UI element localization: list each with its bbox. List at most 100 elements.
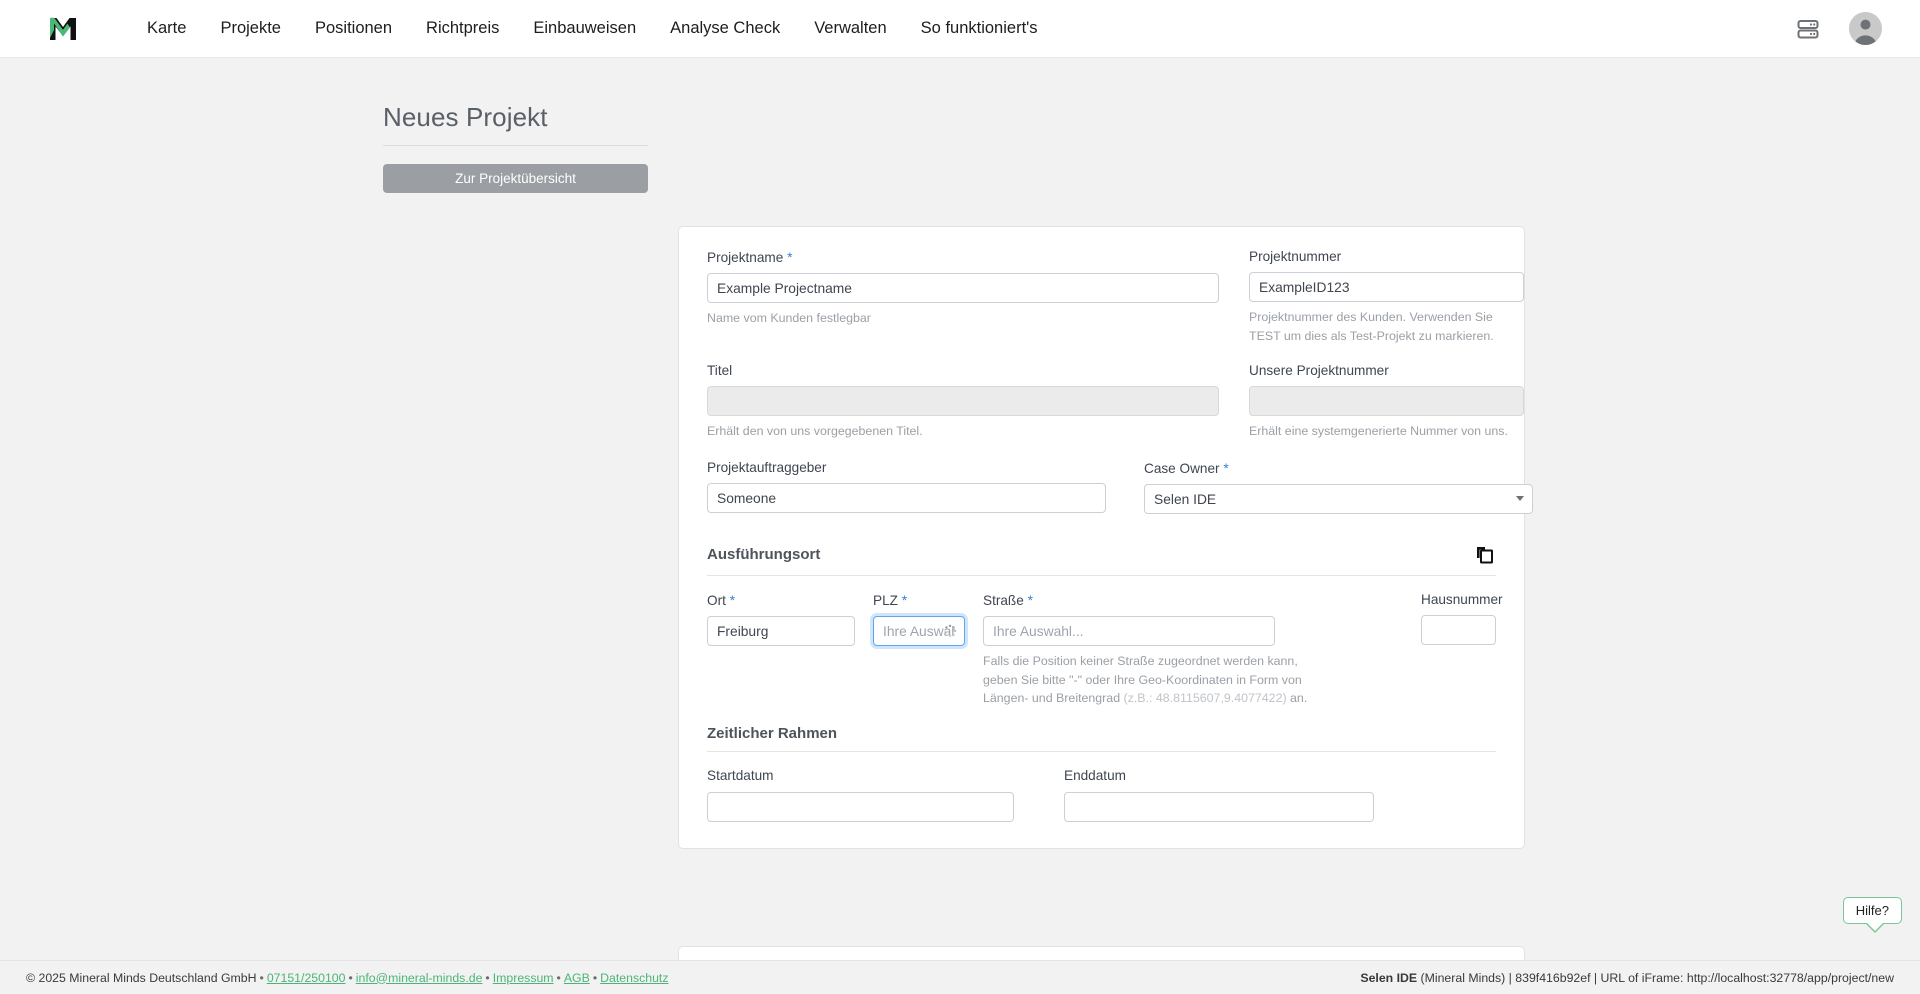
navbar-right-actions <box>1793 12 1882 45</box>
projektname-label: Projektname * <box>707 249 1219 266</box>
form-row-name-number: Projektname * Name vom Kunden festlegbar… <box>707 249 1524 345</box>
hausnummer-label: Hausnummer <box>1421 592 1503 608</box>
plz-label-text: PLZ <box>873 593 898 609</box>
server-icon-glyph <box>1797 19 1819 38</box>
nav-link-positionen[interactable]: Positionen <box>314 19 393 37</box>
hilfe-button[interactable]: Hilfe? <box>1842 897 1902 933</box>
top-navbar: Karte Projekte Positionen Richtpreis Ein… <box>0 0 1920 58</box>
page-body: Neues Projekt Zur Projektübersicht Proje… <box>0 58 1920 972</box>
page-title: Neues Projekt <box>383 102 548 132</box>
unsere-projektnummer-label: Unsere Projektnummer <box>1249 363 1389 379</box>
zur-projektuebersicht-button[interactable]: Zur Projektübersicht <box>383 164 648 193</box>
field-titel: Titel Erhält den von uns vorgegebenen Ti… <box>707 363 1219 441</box>
strasse-label: Straße * <box>983 592 1275 609</box>
projektauftraggeber-input[interactable] <box>707 483 1106 514</box>
zeitlicher-rahmen-section-header: Zeitlicher Rahmen <box>707 725 1496 742</box>
titel-label: Titel <box>707 363 733 379</box>
ausfuehrungsort-title: Ausführungsort <box>707 545 821 563</box>
titel-hint: Erhält den von uns vorgegebenen Titel. <box>707 424 923 439</box>
footer-sep: • <box>259 970 264 985</box>
field-plz: PLZ * <box>873 592 965 647</box>
footer-left: © 2025 Mineral Minds Deutschland GmbH • 07… <box>26 971 669 985</box>
strasse-input[interactable] <box>983 616 1275 647</box>
footer-impressum-link[interactable]: Impressum <box>492 970 554 985</box>
ort-input[interactable] <box>707 616 855 647</box>
startdatum-label: Startdatum <box>707 768 774 784</box>
avatar-person-icon <box>1849 12 1882 45</box>
hausnummer-input[interactable] <box>1421 615 1496 646</box>
strasse-label-text: Straße <box>983 593 1024 609</box>
field-projektnummer: Projektnummer Projektnummer des Kunden. … <box>1249 249 1524 345</box>
footer-agb-link[interactable]: AGB <box>563 970 590 985</box>
projektnummer-input[interactable] <box>1249 272 1524 303</box>
footer-copyright: © 2025 Mineral Minds Deutschland GmbH <box>26 970 257 985</box>
field-startdatum: Startdatum <box>707 768 1014 822</box>
projektnummer-hint: Projektnummer des Kunden. Verwenden Sie … <box>1249 310 1494 343</box>
strasse-hint-example: (z.B.: 48.8115607,9.4077422) <box>1123 691 1287 706</box>
ausfuehrungsort-section-header: Ausführungsort <box>707 542 1496 566</box>
plz-input-wrap <box>873 616 965 647</box>
page-title-column: Neues Projekt Zur Projektübersicht <box>383 102 648 193</box>
required-asterisk: * <box>1223 459 1229 476</box>
ort-label-text: Ort <box>707 593 726 609</box>
footer-datenschutz-link[interactable]: Datenschutz <box>600 970 669 985</box>
nav-link-richtpreis[interactable]: Richtpreis <box>426 19 500 37</box>
required-asterisk: * <box>901 592 908 609</box>
required-asterisk: * <box>729 592 736 609</box>
user-avatar-icon[interactable] <box>1849 12 1882 45</box>
copy-icon[interactable] <box>1472 542 1496 566</box>
zeitlicher-rahmen-title: Zeitlicher Rahmen <box>707 725 838 743</box>
date-row: Startdatum Enddatum <box>707 768 1496 822</box>
case-owner-select-wrap: Selen IDE <box>1144 484 1533 515</box>
footer-status-rest: (Mineral Minds) | 839f416b92ef | URL of … <box>1417 970 1894 985</box>
strasse-hint-part1: Falls die Position keiner Straße zugeord… <box>983 654 1302 706</box>
footer-phone-link[interactable]: 07151/250100 <box>266 970 346 985</box>
nav-link-analyse-check[interactable]: Analyse Check <box>670 19 781 37</box>
startdatum-input[interactable] <box>707 791 1014 822</box>
nav-link-projekte[interactable]: Projekte <box>220 19 281 37</box>
projektauftraggeber-label: Projektauftraggeber <box>707 459 827 475</box>
plz-label: PLZ * <box>873 592 965 609</box>
nav-link-verwalten[interactable]: Verwalten <box>814 19 887 37</box>
field-projektauftraggeber: Projektauftraggeber <box>707 460 1106 514</box>
titel-input <box>707 386 1219 417</box>
strasse-hint-part2: an. <box>1286 691 1308 706</box>
nav-link-einbauweisen[interactable]: Einbauweisen <box>533 19 637 37</box>
plz-input[interactable] <box>873 616 965 647</box>
enddatum-input[interactable] <box>1064 791 1374 822</box>
projektname-hint: Name vom Kunden festlegbar <box>707 311 871 326</box>
footer-status: Selen IDE (Mineral Minds) | 839f416b92ef… <box>1360 971 1894 985</box>
strasse-hint: Falls die Position keiner Straße zugeord… <box>983 652 1318 707</box>
zeitlicher-rahmen-divider <box>707 751 1496 753</box>
project-form-card: Projektname * Name vom Kunden festlegbar… <box>678 226 1533 849</box>
required-asterisk: * <box>787 249 793 265</box>
footer-sep: • <box>348 970 353 985</box>
field-strasse: Straße * Falls die Position keiner Straß… <box>983 592 1307 707</box>
case-owner-select[interactable]: Selen IDE <box>1144 484 1533 515</box>
field-enddatum: Enddatum <box>1064 768 1374 822</box>
footer-status-user: Selen IDE <box>1360 970 1418 985</box>
brand-logo[interactable] <box>42 8 84 50</box>
case-owner-label-text: Case Owner <box>1144 460 1220 476</box>
footer-sep: • <box>556 970 561 985</box>
address-row: Ort * PLZ * <box>707 592 1503 707</box>
page-footer: © 2025 Mineral Minds Deutschland GmbH • 07… <box>0 960 1920 994</box>
ort-label: Ort * <box>707 592 855 609</box>
server-icon[interactable] <box>1793 14 1823 44</box>
unsere-projektnummer-input <box>1249 386 1524 417</box>
unsere-projektnummer-hint: Erhält eine systemgenerierte Nummer von … <box>1249 424 1508 439</box>
help-tooltip-wrap: Hilfe? <box>1842 897 1902 933</box>
field-projektname: Projektname * Name vom Kunden festlegbar <box>707 249 1219 345</box>
enddatum-label: Enddatum <box>1064 768 1126 784</box>
projektnummer-label: Projektnummer <box>1249 249 1342 264</box>
required-asterisk: * <box>1027 592 1034 609</box>
projektname-input[interactable] <box>707 273 1219 304</box>
title-divider <box>383 145 648 146</box>
field-unsere-projektnummer: Unsere Projektnummer Erhält eine systemg… <box>1249 363 1524 441</box>
footer-sep: • <box>485 970 490 985</box>
nav-link-so-funktionierts[interactable]: So funktioniert's <box>920 19 1038 37</box>
nav-links: Karte Projekte Positionen Richtpreis Ein… <box>130 13 1055 44</box>
footer-sep: • <box>592 970 598 985</box>
footer-email-link[interactable]: info@mineral-minds.de <box>355 970 483 985</box>
nav-link-karte[interactable]: Karte <box>147 19 187 37</box>
